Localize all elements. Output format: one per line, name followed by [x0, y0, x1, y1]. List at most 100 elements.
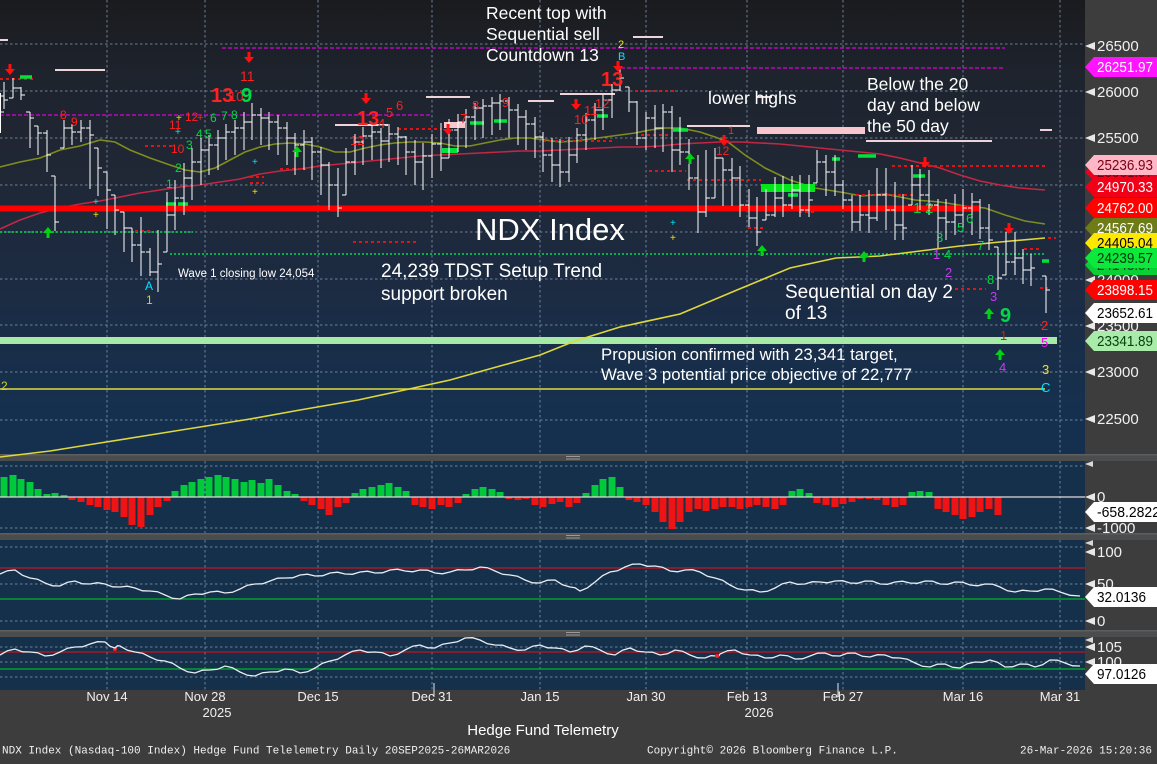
svg-text:11: 11	[169, 118, 182, 132]
svg-text:4: 4	[378, 116, 385, 131]
svg-text:11: 11	[240, 68, 255, 84]
svg-text:26000: 26000	[1097, 84, 1139, 101]
svg-text:1: 1	[913, 200, 921, 217]
svg-text:+: +	[252, 157, 258, 168]
svg-text:8: 8	[472, 98, 479, 113]
svg-text:1: 1	[1000, 328, 1007, 343]
svg-text:2: 2	[1, 379, 8, 393]
svg-text:26500: 26500	[1097, 38, 1139, 55]
svg-text:day and below: day and below	[867, 95, 980, 115]
svg-text:Sequential on day 2: Sequential on day 2	[785, 282, 953, 303]
svg-text:2: 2	[945, 265, 952, 280]
svg-text:23652.61: 23652.61	[1097, 306, 1153, 322]
svg-text:12: 12	[595, 96, 609, 111]
svg-text:Wave 3 potential price objecti: Wave 3 potential price objective of 22,7…	[601, 365, 912, 384]
svg-text:32.0136: 32.0136	[1097, 590, 1146, 606]
svg-text:5: 5	[386, 105, 393, 120]
svg-text:3: 3	[936, 230, 943, 245]
svg-text:Wave 1 closing low 24,054: Wave 1 closing low 24,054	[178, 268, 315, 280]
svg-text:Sequential sell: Sequential sell	[486, 24, 600, 44]
svg-text:97.0126: 97.0126	[1097, 667, 1146, 683]
svg-text:1: 1	[146, 293, 153, 307]
svg-text:Feb 13: Feb 13	[727, 689, 767, 704]
svg-text:25236.93: 25236.93	[1097, 158, 1153, 174]
svg-text:2026: 2026	[745, 705, 774, 720]
svg-text:Countdown 13: Countdown 13	[486, 45, 599, 65]
svg-text:25500: 25500	[1097, 130, 1139, 147]
svg-text:5: 5	[205, 127, 212, 141]
svg-text:6: 6	[396, 98, 403, 113]
svg-text:NDX Index: NDX Index	[475, 212, 625, 247]
svg-text:9: 9	[71, 115, 78, 129]
svg-text:10: 10	[171, 142, 185, 156]
svg-text:23898.15: 23898.15	[1097, 283, 1153, 299]
svg-text:Copyright© 2026 Bloomberg Fina: Copyright© 2026 Bloomberg Finance L.P.	[647, 746, 898, 758]
svg-text:24762.00: 24762.00	[1097, 201, 1153, 217]
svg-text:Propusion confirmed with 23,34: Propusion confirmed with 23,341 target,	[601, 345, 898, 364]
svg-text:2025: 2025	[203, 705, 232, 720]
svg-text:11: 11	[584, 103, 598, 118]
svg-text:26-Mar-2026 15:20:36: 26-Mar-2026 15:20:36	[1020, 746, 1152, 758]
svg-text:+: +	[670, 233, 676, 244]
svg-text:Mar 16: Mar 16	[943, 689, 983, 704]
svg-text:9: 9	[241, 85, 252, 107]
svg-text:9: 9	[1000, 305, 1011, 327]
svg-text:NDX Index (Nasdaq-100 Index) H: NDX Index (Nasdaq-100 Index) Hedge Fund …	[2, 746, 510, 758]
svg-text:-658.2822: -658.2822	[1097, 505, 1157, 521]
svg-text:1: 1	[728, 125, 734, 137]
svg-text:23341.89: 23341.89	[1097, 334, 1153, 350]
svg-text:Hedge Fund Telemetry: Hedge Fund Telemetry	[467, 722, 619, 739]
svg-text:Feb 27: Feb 27	[823, 689, 863, 704]
svg-text:7: 7	[460, 111, 467, 126]
svg-text:Nov 28: Nov 28	[184, 689, 225, 704]
svg-text:Jan 15: Jan 15	[520, 689, 559, 704]
svg-text:7: 7	[221, 109, 228, 123]
svg-text:Jan 30: Jan 30	[626, 689, 665, 704]
svg-text:26251.97: 26251.97	[1097, 60, 1153, 76]
svg-text:24239.57: 24239.57	[1097, 251, 1153, 267]
svg-text:8: 8	[60, 108, 67, 122]
svg-text:+: +	[93, 210, 99, 221]
svg-text:7: 7	[977, 238, 984, 253]
svg-text:3: 3	[186, 138, 193, 152]
svg-text:4: 4	[196, 127, 203, 141]
svg-text:+: +	[670, 218, 676, 229]
svg-text:3: 3	[990, 289, 997, 304]
svg-text:105: 105	[1097, 639, 1122, 656]
svg-text:Dec 15: Dec 15	[297, 689, 338, 704]
svg-text:5: 5	[957, 220, 964, 235]
svg-text:+: +	[175, 127, 181, 138]
svg-text:2: 2	[1041, 318, 1048, 333]
svg-text:support broken: support broken	[381, 284, 508, 305]
svg-text:5: 5	[1041, 335, 1048, 350]
svg-text:13: 13	[601, 69, 623, 91]
svg-text:0: 0	[1097, 613, 1105, 630]
svg-text:6: 6	[210, 111, 217, 125]
svg-text:+: +	[252, 187, 258, 198]
svg-text:22500: 22500	[1097, 411, 1139, 428]
svg-text:13: 13	[211, 85, 233, 107]
svg-text:13: 13	[357, 108, 379, 130]
svg-text:0: 0	[1097, 489, 1105, 506]
svg-text:8: 8	[987, 272, 994, 287]
svg-text:8: 8	[231, 108, 238, 122]
svg-text:4: 4	[999, 360, 1006, 375]
svg-text:Nov 14: Nov 14	[86, 689, 127, 704]
svg-text:2: 2	[175, 161, 182, 175]
svg-text:lower highs: lower highs	[708, 88, 797, 108]
svg-text:24970.33: 24970.33	[1097, 180, 1153, 196]
svg-text:12: 12	[350, 133, 364, 148]
svg-text:2: 2	[925, 200, 933, 217]
svg-text:Dec 31: Dec 31	[411, 689, 452, 704]
svg-text:10: 10	[229, 89, 243, 104]
svg-text:6: 6	[966, 211, 973, 226]
svg-text:100: 100	[1097, 544, 1122, 561]
svg-text:4: 4	[944, 247, 951, 262]
svg-text:+: +	[197, 112, 203, 124]
svg-text:B: B	[618, 51, 625, 63]
svg-text:23000: 23000	[1097, 364, 1139, 381]
svg-text:12: 12	[716, 144, 730, 158]
svg-text:the 50 day: the 50 day	[867, 116, 949, 136]
svg-text:2: 2	[618, 39, 624, 51]
svg-text:C: C	[1041, 380, 1050, 395]
